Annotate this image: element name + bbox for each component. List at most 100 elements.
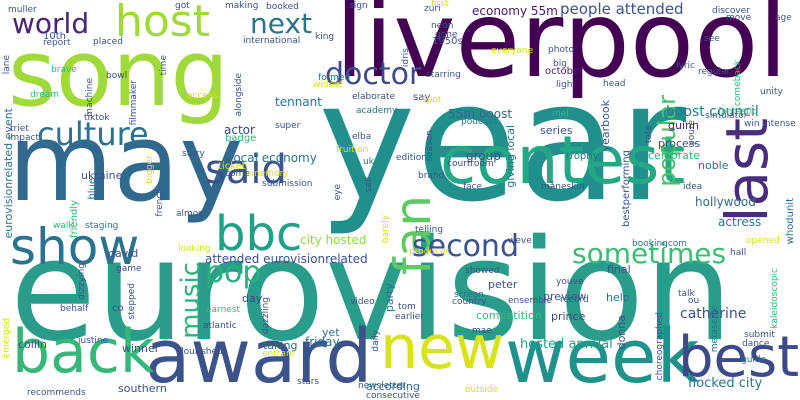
word-dizzying: dizzying (77, 263, 87, 300)
word-new: new (380, 313, 505, 383)
word-yearbook: yearbook (599, 100, 612, 152)
word-contest: contest (440, 122, 686, 199)
word-hosted-annual: hosted annual (520, 337, 613, 352)
word-october: october (545, 66, 584, 77)
word-tennant: tennant (275, 95, 322, 109)
word-placed: placed (93, 37, 123, 47)
word-king: king (315, 32, 335, 42)
word-ticket: ticket (218, 161, 246, 172)
word-zuri: zuri (424, 4, 441, 14)
word-win-intense: win intense (744, 119, 796, 129)
word-winner: winner (122, 342, 160, 355)
word-prince: prince (551, 310, 586, 323)
word-super: super (275, 121, 301, 131)
word-series: series (540, 124, 573, 137)
word-doctor: doctor (325, 57, 422, 92)
word-move: move (726, 13, 752, 23)
word-alongside: alongside (234, 73, 244, 117)
word-bowl: bowl (106, 71, 128, 81)
word-world: world (12, 7, 90, 40)
word-big: big (553, 59, 567, 69)
word-outside: outside (465, 385, 499, 395)
word-muller: muller (8, 5, 37, 15)
word-said: said (205, 147, 287, 193)
word-triet: triet (10, 124, 29, 134)
word-year: year (318, 46, 687, 238)
word-help: help (606, 291, 630, 304)
word-screen: screen (454, 290, 484, 300)
word-say: say (413, 92, 431, 103)
word-impact: impact (8, 133, 39, 143)
word-edition: edition (396, 153, 427, 163)
word-submission: submission (262, 179, 313, 189)
word-story: story (182, 149, 205, 159)
word-show: show (10, 218, 140, 276)
word-according: according (366, 380, 420, 393)
word-youre: youre (687, 120, 697, 146)
word-time: time (159, 55, 169, 76)
word-ou: ou (688, 296, 700, 306)
word-noble: noble (698, 159, 729, 172)
word-photo: photo (548, 45, 574, 55)
word-best: best (678, 325, 800, 390)
word-southern: southern (118, 382, 167, 395)
word-unity: unity (760, 87, 783, 97)
word-lane: lane (2, 55, 12, 75)
word-earnest: earnest (206, 305, 241, 315)
word-hollywood: hollywood (695, 195, 756, 209)
word-friendly: friendly (69, 200, 80, 238)
word-10th: 10th (43, 31, 66, 42)
word-day: day (242, 292, 263, 305)
word-behalf: behalf (60, 304, 89, 314)
word-eye: eye (333, 184, 343, 201)
word-recommends: recommends (27, 388, 86, 398)
word-head: head (603, 79, 626, 89)
word-week: week (505, 314, 700, 400)
word-brave: brave (51, 65, 77, 75)
word-french: french (155, 188, 165, 217)
word-showed: showed (465, 266, 500, 276)
word-gone: gone (435, 30, 458, 40)
word-co: co (112, 303, 124, 314)
word-entrant: entrant (262, 349, 296, 359)
word-booked: booked (266, 2, 299, 12)
word-filmmaker: filmmaker (129, 80, 139, 126)
word-record: record (560, 295, 589, 305)
word-staging: staging (85, 221, 119, 231)
word-making: making (225, 1, 259, 11)
word-collin: collin (18, 338, 47, 351)
word-neon: neon (431, 21, 454, 31)
word-bbc: bbc (215, 206, 303, 262)
word-emerged: emerged (2, 318, 12, 359)
word-donna: donna (615, 315, 628, 350)
word-competition: competition (476, 309, 542, 322)
word-pop: pop (205, 255, 262, 290)
word-mel: mel (552, 109, 569, 119)
word-bigger: bigger (145, 155, 155, 184)
word-season: season (425, 130, 435, 162)
word-ligh: ligh (556, 80, 573, 90)
word-lyric: lyric (676, 61, 695, 71)
word-bestperforming: bestperforming (621, 150, 632, 228)
word-host: host (115, 0, 210, 47)
word-55m-boost: 55m boost (448, 107, 513, 121)
word-newsletter: newsletter (358, 381, 406, 391)
word-machine: machine (85, 78, 95, 117)
word-talk: talk (678, 289, 695, 299)
word-discover: discover (712, 6, 750, 16)
word-group: group (466, 149, 501, 163)
word-award: award (145, 314, 373, 400)
word-city-hosted: city hosted (300, 233, 367, 247)
word-ukraine: ukraine (81, 169, 123, 182)
word-catherine: catherine (680, 306, 747, 322)
word-tom: tom (398, 302, 416, 312)
word-giving-local: giving local (504, 125, 517, 188)
word-friday: friday (305, 335, 340, 349)
word-daily: daily (371, 330, 381, 352)
word-producer: producer (409, 247, 450, 257)
word-consecutive: consecutive (366, 391, 420, 400)
word-dance: dance (742, 339, 770, 349)
word-regular: regular (698, 67, 731, 77)
word-maneskin: måneskin (541, 182, 585, 192)
word-tate: tate (644, 125, 654, 144)
